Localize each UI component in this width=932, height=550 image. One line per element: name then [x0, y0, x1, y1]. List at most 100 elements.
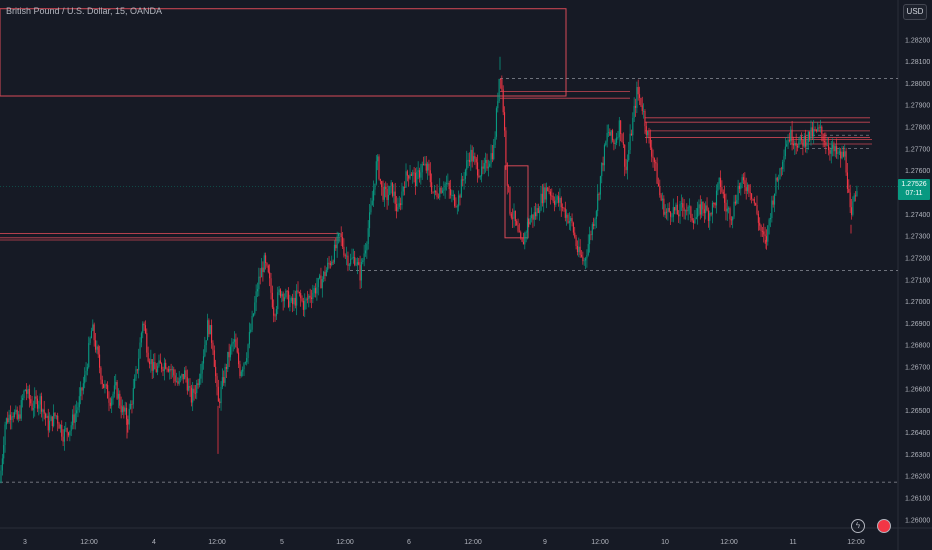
- candle-body: [455, 205, 457, 207]
- candle-body: [337, 233, 340, 237]
- candle-body: [842, 151, 844, 157]
- candle-body: [576, 246, 578, 253]
- candle-body: [664, 211, 666, 215]
- candle-body: [639, 94, 641, 98]
- candle-body: [347, 255, 349, 266]
- candle-body: [166, 368, 168, 370]
- symbol-title[interactable]: British Pound / U.S. Dollar, 15, OANDA: [6, 6, 163, 16]
- candle-body: [722, 191, 724, 195]
- candle-body: [790, 129, 792, 142]
- candle-body: [533, 212, 535, 220]
- candle-body: [11, 416, 13, 420]
- candle-body: [138, 358, 140, 371]
- candle-body: [541, 193, 543, 204]
- candle-body: [528, 221, 530, 225]
- candle-body: [742, 177, 745, 181]
- candle-body: [841, 151, 843, 159]
- candle-body: [310, 297, 313, 300]
- candle-body: [670, 211, 672, 217]
- candle-body: [225, 366, 227, 369]
- candle-body: [436, 192, 438, 197]
- price-tick-label: 1.26900: [905, 321, 930, 328]
- candle-body: [748, 184, 750, 193]
- price-tick-label: 1.27300: [905, 234, 930, 241]
- candle-body: [780, 168, 782, 170]
- candle-body: [466, 160, 468, 170]
- candle-body: [127, 419, 129, 425]
- candle-body: [119, 393, 121, 406]
- candle-body: [109, 402, 111, 406]
- candle-body: [221, 377, 223, 387]
- candle-body: [844, 151, 846, 157]
- candle-body: [180, 376, 182, 378]
- candle-body: [359, 264, 361, 281]
- candle-body: [764, 234, 766, 237]
- candle-body: [475, 158, 477, 163]
- candle-body: [508, 185, 510, 188]
- candle-body: [624, 144, 626, 167]
- candle-body: [325, 269, 327, 276]
- candle-body: [521, 238, 523, 242]
- flag-icon[interactable]: [877, 519, 891, 533]
- candle-body: [251, 315, 253, 330]
- lightning-icon[interactable]: ϟ: [851, 519, 865, 533]
- candle-body: [212, 342, 214, 351]
- candle-body: [404, 186, 406, 188]
- candle-body: [450, 189, 452, 196]
- candle-body: [224, 366, 226, 383]
- candle-body: [126, 407, 128, 420]
- candle-body: [829, 150, 831, 154]
- candle-body: [346, 255, 348, 257]
- candle-body: [312, 292, 314, 300]
- candle-body: [771, 200, 773, 218]
- candle-body: [336, 236, 338, 249]
- candle-body: [424, 163, 426, 165]
- candle-body: [294, 297, 296, 306]
- candle-body: [626, 160, 628, 171]
- candle-body: [120, 405, 122, 413]
- currency-button[interactable]: USD: [903, 4, 927, 20]
- candle-body: [282, 293, 284, 302]
- candle-body: [235, 339, 237, 348]
- candle-body: [444, 183, 446, 190]
- candle-body: [448, 182, 450, 190]
- candle-body: [22, 398, 24, 401]
- candle-body: [548, 190, 550, 192]
- candle-body: [77, 407, 79, 411]
- candle-body: [474, 156, 476, 159]
- candle-body: [188, 385, 190, 391]
- candle-body: [192, 388, 194, 403]
- candle-body: [190, 387, 192, 403]
- candle-body: [794, 143, 796, 146]
- candle-body: [397, 206, 399, 212]
- candle-body: [487, 166, 489, 169]
- candle-body: [751, 193, 753, 199]
- candle-body: [571, 218, 573, 223]
- candle-body: [274, 315, 276, 317]
- candle-body: [776, 177, 778, 181]
- candle-body: [672, 207, 674, 217]
- candle-body: [383, 186, 385, 200]
- candle-body: [659, 186, 661, 196]
- price-tick-label: 1.27900: [905, 103, 930, 110]
- candle-body: [477, 162, 479, 176]
- candle-body: [162, 369, 164, 372]
- candle-body: [471, 149, 473, 162]
- candle-body: [186, 377, 188, 391]
- candle-body: [377, 156, 379, 162]
- candle-body: [324, 271, 326, 276]
- candle-body: [305, 298, 307, 301]
- candle-body: [823, 141, 826, 143]
- candle-body: [740, 183, 742, 189]
- candle-body: [853, 195, 855, 202]
- candle-body: [464, 169, 466, 180]
- candle-body: [610, 130, 612, 136]
- candle-body: [732, 216, 734, 221]
- candle-body: [791, 129, 793, 144]
- candle-body: [323, 271, 325, 280]
- candle-body: [27, 388, 29, 394]
- candle-body: [375, 161, 377, 184]
- candle-body: [12, 416, 14, 418]
